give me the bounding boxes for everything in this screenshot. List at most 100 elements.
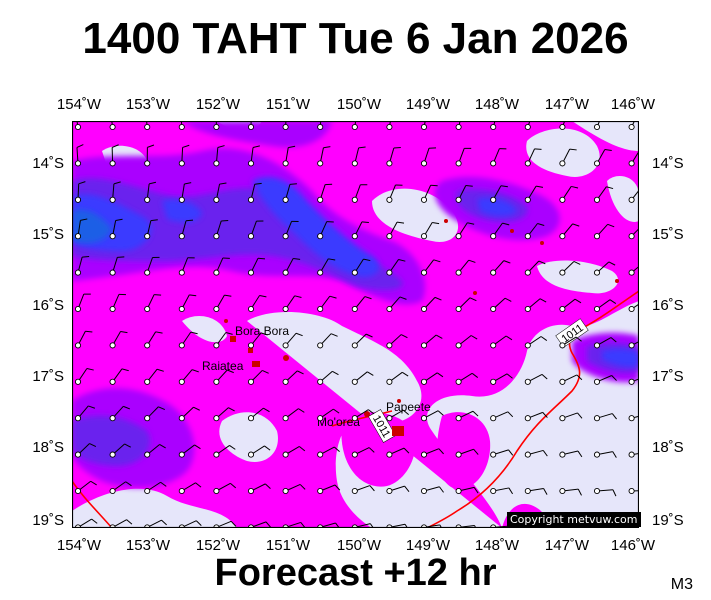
island-tahaa — [248, 348, 253, 353]
wind-barb-feather — [608, 261, 616, 266]
wind-station-circle — [282, 451, 289, 458]
wind-station-circle — [524, 305, 531, 313]
wind-station-circle — [490, 378, 497, 385]
wind-station-circle — [213, 305, 220, 313]
wind-station-circle — [317, 487, 324, 495]
wind-barb-feather — [125, 481, 132, 487]
wind-barb-feather — [78, 181, 86, 185]
wind-station-circle — [351, 160, 358, 167]
wind-station-circle — [455, 342, 462, 349]
wind-barb-feather — [184, 182, 192, 185]
wind-station-circle — [628, 196, 635, 203]
wind-station-circle — [628, 378, 635, 385]
wind-station-circle — [559, 160, 566, 167]
wind-station-circle — [386, 451, 393, 458]
wind-station-circle — [247, 342, 255, 349]
wind-barb-feather — [398, 258, 406, 262]
wind-barb-feather — [124, 443, 132, 448]
wind-station-circle — [628, 269, 635, 276]
wind-station-circle — [628, 451, 635, 458]
island-raiatea — [252, 361, 260, 367]
place-label: Raiatea — [202, 359, 244, 373]
wind-station-circle — [420, 123, 428, 131]
wind-station-circle — [455, 196, 462, 203]
wind-station-circle — [386, 233, 393, 240]
wind-station-circle — [282, 415, 289, 422]
wind-barb-feather — [115, 218, 123, 221]
wind-station-circle — [351, 305, 358, 313]
wind-station-circle — [178, 378, 185, 385]
wind-station-circle — [74, 487, 82, 495]
wind-station-circle — [420, 415, 428, 422]
rain-field-deep-blue — [72, 209, 112, 244]
wind-barb-feather — [158, 406, 166, 411]
wind-barb-feather — [535, 185, 544, 188]
wind-station-circle — [351, 269, 358, 276]
wind-barb-feather — [154, 294, 162, 296]
wind-barb-feather — [329, 295, 337, 299]
wind-station-circle — [420, 305, 428, 313]
wind-barb-feather — [293, 258, 301, 260]
wind-barb-feather — [433, 259, 441, 263]
wind-barb-feather — [123, 405, 131, 410]
wind-station-circle — [490, 451, 497, 458]
wind-station-circle — [593, 487, 601, 495]
wind-barb-feather — [265, 521, 271, 528]
wind-station-circle — [144, 415, 151, 422]
wind-station-circle — [109, 451, 116, 458]
wind-barb-feather — [363, 258, 371, 262]
wind-station-circle — [109, 378, 116, 385]
wind-barb-feather — [219, 182, 227, 185]
lat-label: 19˚S — [652, 512, 684, 529]
wind-barb-feather — [438, 448, 444, 455]
wind-station-circle — [524, 233, 531, 240]
wind-station-circle — [74, 305, 82, 313]
wind-barb-feather — [468, 259, 476, 263]
wind-station-circle — [386, 305, 393, 313]
wind-barb-feather — [472, 410, 479, 417]
lon-label: 148˚W — [474, 537, 520, 554]
wind-station-circle — [559, 451, 566, 458]
wind-station-circle — [593, 378, 601, 385]
wind-barb-feather — [539, 298, 547, 303]
wind-barb-feather — [504, 297, 512, 302]
wind-barb-feather — [573, 261, 581, 265]
wind-station-circle — [455, 233, 462, 240]
island-tahiti — [392, 426, 404, 436]
wind-barb-feather — [569, 148, 577, 151]
wind-station-circle — [455, 269, 462, 276]
wind-barb-feather — [225, 332, 233, 335]
wind-station-circle — [178, 123, 185, 131]
wind-station-circle — [593, 196, 601, 203]
wind-barb-feather — [195, 482, 202, 488]
wind-barb-feather — [333, 408, 340, 414]
lat-label: 17˚S — [652, 368, 684, 385]
wind-station-circle — [282, 305, 289, 313]
wind-station-circle — [351, 123, 358, 131]
wind-station-circle — [628, 342, 635, 349]
wind-barb-feather — [507, 411, 514, 418]
wind-station-circle — [628, 233, 635, 240]
wind-station-circle — [524, 378, 531, 385]
wind-station-circle — [213, 269, 220, 276]
wind-barb-feather — [156, 368, 164, 372]
wind-station-circle — [317, 378, 324, 385]
wind-station-circle — [144, 305, 151, 313]
lon-label: 146˚W — [610, 96, 656, 113]
wind-station-circle — [109, 415, 116, 422]
wind-barb-feather — [298, 408, 305, 413]
wind-barb-feather — [612, 489, 617, 497]
lat-label: 15˚S — [652, 226, 684, 243]
map-frame — [72, 121, 639, 528]
wind-station-circle — [559, 196, 566, 203]
wind-barb-feather — [264, 483, 271, 489]
lat-label: 18˚S — [652, 439, 684, 456]
wind-station-circle — [386, 415, 393, 422]
wind-barb-feather — [396, 221, 405, 224]
wind-station-circle — [247, 415, 255, 422]
wind-barb-feather — [542, 450, 548, 457]
wind-station-circle — [317, 342, 324, 349]
wind-barb-feather — [254, 182, 262, 185]
wind-station-circle — [282, 378, 289, 385]
wind-barb-feather — [160, 481, 167, 487]
